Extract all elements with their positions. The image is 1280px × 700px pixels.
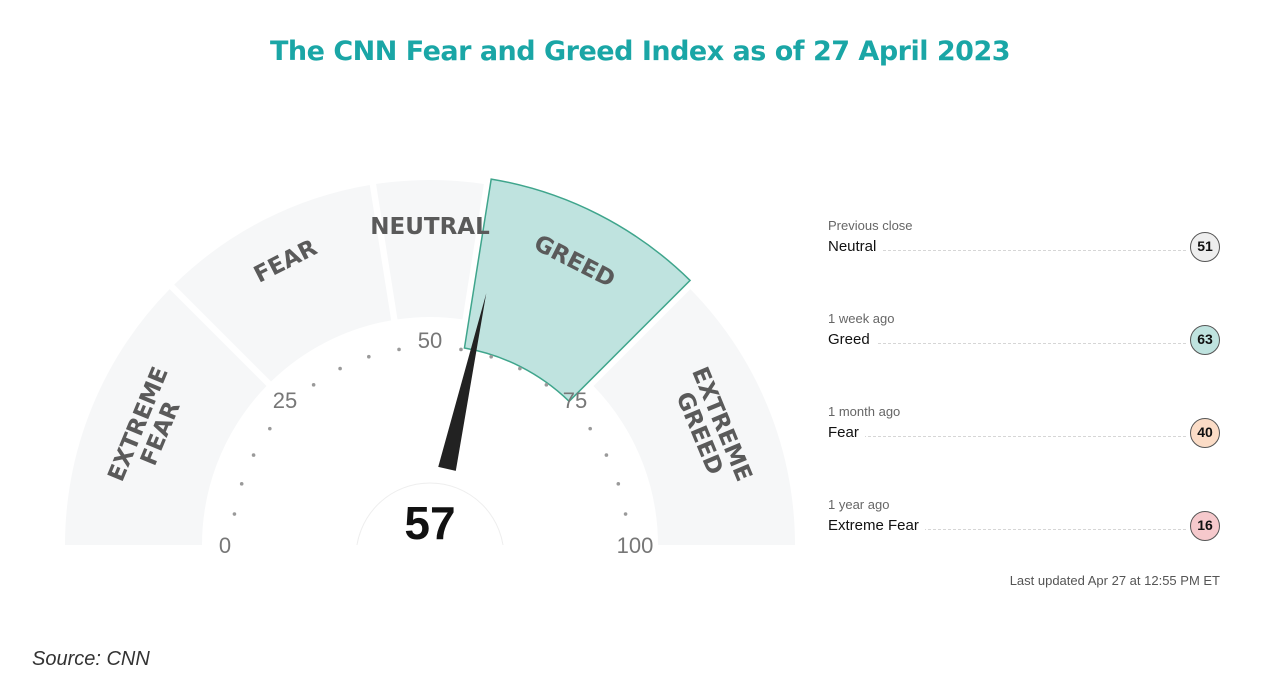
minor-dot (268, 426, 272, 431)
history-value-badge: 51 (1190, 232, 1220, 262)
history-leader (828, 436, 1186, 437)
history-leader (828, 250, 1186, 251)
zone-fear (174, 185, 392, 382)
history-rating: Fear (828, 424, 865, 441)
history-leader (828, 343, 1186, 344)
minor-dot (239, 482, 244, 486)
minor-dot (311, 383, 316, 387)
zone-extreme-fear (65, 289, 267, 545)
history-rating: Extreme Fear (828, 517, 925, 534)
chart-title: The CNN Fear and Greed Index as of 27 Ap… (269, 36, 1011, 67)
minor-dot (338, 366, 342, 371)
history-row: 1 year ago Extreme Fear 16 (828, 497, 1220, 557)
needle-hub (356, 482, 504, 545)
tick-label-100: 100 (617, 533, 654, 558)
tick-label-0: 0 (219, 533, 231, 558)
tick-label-25: 25 (273, 388, 297, 413)
history-value-badge: 40 (1190, 418, 1220, 448)
tick-label-50: 50 (418, 328, 442, 353)
history-row: 1 month ago Fear 40 (828, 404, 1220, 464)
needle (438, 293, 487, 471)
minor-dot (232, 512, 237, 516)
zone-label-neutral: NEUTRAL (370, 214, 490, 240)
history-value-badge: 63 (1190, 325, 1220, 355)
minor-dot (459, 347, 463, 352)
minor-dot (588, 426, 592, 431)
zone-neutral (376, 179, 484, 320)
minor-dot (518, 366, 522, 371)
minor-dot (616, 482, 621, 486)
source-note: Source: CNN (32, 648, 150, 670)
minor-dot (604, 453, 609, 457)
fear-greed-gauge: EXTREMEFEARFEARNEUTRALGREEDEXTREMEGREED0… (65, 178, 795, 558)
minor-dot (367, 354, 371, 359)
history-rating: Greed (828, 331, 876, 348)
zone-extreme-greed (593, 289, 795, 545)
minor-dot (397, 347, 401, 352)
history-period: 1 year ago (828, 497, 890, 512)
minor-dot (489, 354, 493, 359)
zone-greed (463, 178, 692, 403)
last-updated: Last updated Apr 27 at 12:55 PM ET (1009, 573, 1220, 588)
history-row: 1 week ago Greed 63 (828, 311, 1220, 371)
tick-label-75: 75 (563, 388, 587, 413)
minor-dot (623, 512, 628, 516)
history-value-badge: 16 (1190, 511, 1220, 541)
history-period: 1 week ago (828, 311, 895, 326)
history-row: Previous close Neutral 51 (828, 218, 1220, 278)
gauge-value: 57 (404, 497, 455, 549)
history-rating: Neutral (828, 238, 883, 255)
history-leader (828, 529, 1186, 530)
minor-dot (251, 453, 256, 457)
history-period: 1 month ago (828, 404, 901, 419)
minor-dot (544, 383, 549, 387)
history-period: Previous close (828, 218, 913, 233)
